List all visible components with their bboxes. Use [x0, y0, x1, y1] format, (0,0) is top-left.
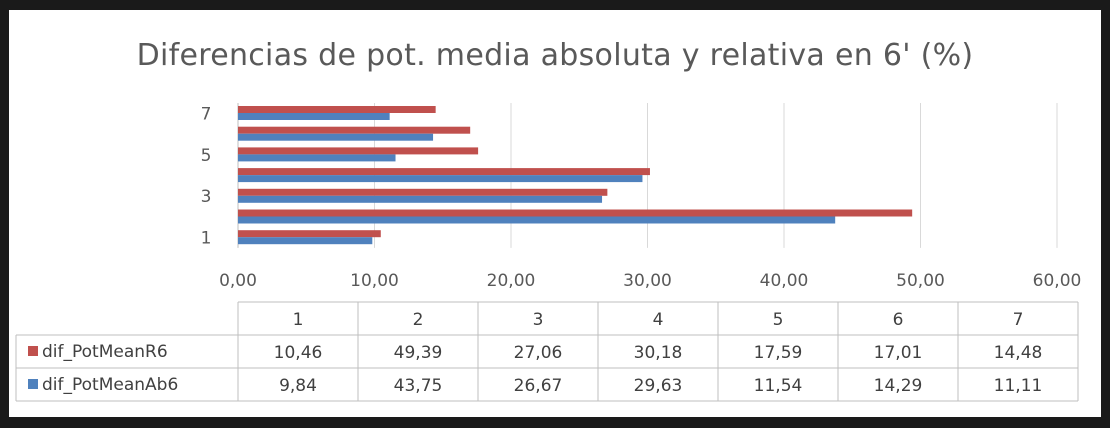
- table-value-cell: 49,39: [394, 343, 443, 363]
- y-tick-label: 7: [201, 104, 212, 124]
- y-tick-label: 5: [201, 146, 212, 166]
- chart-frame: Diferencias de pot. media absoluta y rel…: [9, 10, 1101, 417]
- bar-dif_PotMeanR6-6: [238, 126, 471, 134]
- bar-dif_PotMeanR6-5: [238, 147, 479, 155]
- bar-dif_PotMeanR6-2: [238, 209, 913, 217]
- table-value-cell: 14,48: [994, 343, 1043, 363]
- y-tick-label: 1: [201, 229, 212, 249]
- table-header-cell: 1: [293, 310, 304, 330]
- chart-title: Diferencias de pot. media absoluta y rel…: [136, 38, 974, 73]
- legend-swatch-dif_PotMeanAb6: [28, 379, 38, 389]
- table-value-cell: 43,75: [394, 376, 443, 396]
- x-tick-label: 20,00: [487, 271, 536, 291]
- table-header-cell: 7: [1013, 310, 1024, 330]
- table-value-cell: 11,11: [994, 376, 1043, 396]
- x-tick-label: 60,00: [1033, 271, 1082, 291]
- table-header-cell: 6: [893, 310, 904, 330]
- table-value-cell: 17,01: [874, 343, 923, 363]
- y-tick-label: 3: [201, 187, 212, 207]
- x-tick-label: 40,00: [760, 271, 809, 291]
- table-value-cell: 26,67: [514, 376, 563, 396]
- table-value-cell: 27,06: [514, 343, 563, 363]
- legend-label: dif_PotMeanR6: [42, 342, 168, 362]
- bar-dif_PotMeanAb6-4: [238, 175, 643, 183]
- table-value-cell: 17,59: [754, 343, 803, 363]
- table-header-cell: 2: [413, 310, 424, 330]
- x-tick-label: 50,00: [896, 271, 945, 291]
- bar-dif_PotMeanAb6-6: [238, 133, 434, 141]
- legend-swatch-dif_PotMeanR6: [28, 346, 38, 356]
- table-value-cell: 29,63: [634, 376, 683, 396]
- legend-label: dif_PotMeanAb6: [42, 375, 178, 395]
- bar-dif_PotMeanR6-1: [238, 230, 381, 238]
- x-tick-label: 10,00: [350, 271, 399, 291]
- bar-dif_PotMeanR6-3: [238, 188, 608, 196]
- table-header-cell: 5: [773, 310, 784, 330]
- table-value-cell: 9,84: [279, 376, 317, 396]
- bar-dif_PotMeanAb6-7: [238, 113, 390, 120]
- x-tick-label: 0,00: [219, 271, 257, 291]
- table-value-cell: 30,18: [634, 343, 683, 363]
- bar-dif_PotMeanR6-4: [238, 168, 650, 176]
- table-header-cell: 4: [653, 310, 664, 330]
- x-tick-label: 30,00: [623, 271, 672, 291]
- bar-dif_PotMeanR6-7: [238, 106, 436, 113]
- table-value-cell: 10,46: [274, 343, 323, 363]
- table-value-cell: 14,29: [874, 376, 923, 396]
- table-header-cell: 3: [533, 310, 544, 330]
- bar-dif_PotMeanAb6-2: [238, 216, 836, 224]
- chart-svg: 0,00 10,00 20,00 30,00 40,00 50,00 60,00 1 3 5 7 1 2…: [15, 103, 1082, 402]
- bar-dif_PotMeanAb6-1: [238, 237, 373, 245]
- bar-dif_PotMeanAb6-5: [238, 154, 396, 162]
- bar-dif_PotMeanAb6-3: [238, 195, 603, 203]
- table-value-cell: 11,54: [754, 376, 803, 396]
